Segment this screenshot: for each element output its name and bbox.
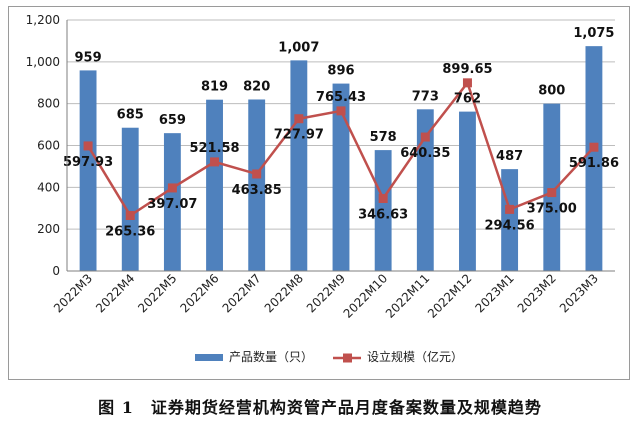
bar-value-label: 1,075 <box>573 26 614 41</box>
line-value-label: 463.85 <box>232 183 282 198</box>
x-tick-label: 2023M3 <box>557 271 601 315</box>
line-value-label: 899.65 <box>442 62 492 77</box>
legend-label-bar: 产品数量（只） <box>229 349 313 364</box>
bar-value-label: 1,007 <box>278 40 319 55</box>
line-marker <box>547 188 557 198</box>
bar-value-label: 762 <box>454 92 481 107</box>
x-tick-label: 2022M6 <box>177 271 221 315</box>
figure-caption: 图 1 证券期货经营机构资管产品月度备案数量及规模趋势 <box>98 398 542 417</box>
y-tick-label: 1,000 <box>26 55 60 69</box>
x-tick-label: 2022M4 <box>93 271 137 315</box>
bar-value-label: 819 <box>201 80 228 95</box>
legend-swatch-marker <box>343 353 352 363</box>
line-marker <box>83 141 93 151</box>
bar <box>163 133 181 271</box>
line-value-label: 765.43 <box>316 90 366 105</box>
x-tick-label: 2022M12 <box>425 271 475 321</box>
line-marker <box>420 132 430 142</box>
line-value-label: 294.56 <box>485 218 535 233</box>
line-marker <box>462 78 472 88</box>
x-tick-label: 2022M11 <box>383 271 433 321</box>
line-marker <box>505 204 515 214</box>
bar <box>416 109 434 271</box>
x-tick-label: 2023M1 <box>473 271 517 315</box>
line-value-label: 397.07 <box>147 197 197 212</box>
line-value-label: 597.93 <box>63 155 113 170</box>
bar <box>374 150 392 271</box>
bar <box>585 46 603 272</box>
bar <box>459 111 476 272</box>
legend-label-line: 设立规模（亿元） <box>367 349 463 364</box>
bar-value-label: 487 <box>496 149 523 164</box>
legend: 产品数量（只） 设立规模（亿元） <box>195 349 463 364</box>
data-labels: 959 685 659 819 820 1,007 896 578 773 762 487 800 1,… <box>63 26 619 239</box>
line-value-label: 265.36 <box>105 224 155 239</box>
bar <box>206 99 223 271</box>
y-tick-label: 1,200 <box>26 13 60 27</box>
line-marker <box>378 193 388 203</box>
line-marker <box>336 106 346 116</box>
y-tick-label: 400 <box>37 180 60 194</box>
legend-swatch-bar <box>195 354 223 361</box>
bar-value-label: 773 <box>412 89 439 104</box>
bar <box>543 103 561 272</box>
bar <box>290 60 308 271</box>
bar <box>332 83 350 271</box>
bar-value-label: 578 <box>370 130 397 145</box>
line-value-label: 346.63 <box>358 207 408 222</box>
x-tick-label: 2023M2 <box>515 271 559 315</box>
line-marker <box>589 142 599 152</box>
line-value-label: 591.86 <box>569 156 619 171</box>
y-tick-label: 800 <box>37 97 60 111</box>
line-marker <box>294 114 304 124</box>
combo-chart: 959 685 659 819 820 1,007 896 578 773 762 487 800 1,… <box>26 13 619 364</box>
bar-value-label: 959 <box>75 50 102 65</box>
x-tick-label: 2022M5 <box>135 271 179 315</box>
line-value-label: 375.00 <box>527 202 577 217</box>
x-tick-label: 2022M7 <box>220 271 264 315</box>
x-tick-label: 2022M10 <box>341 271 391 321</box>
bar <box>248 99 266 271</box>
chart-frame: 959 685 659 819 820 1,007 896 578 773 762 487 800 1,… <box>8 6 630 380</box>
bar-series <box>79 46 603 272</box>
bar-value-label: 800 <box>538 84 565 99</box>
line-marker <box>125 210 135 220</box>
line-value-label: 521.58 <box>189 141 239 156</box>
line-value-label: 640.35 <box>400 146 450 161</box>
bar-value-label: 820 <box>243 79 270 94</box>
x-tick-label: 2022M8 <box>262 271 306 315</box>
axes: 02004006008001,0001,2002022M32022M42022M… <box>26 13 615 321</box>
y-tick-label: 200 <box>37 222 60 236</box>
y-tick-label: 600 <box>37 139 60 153</box>
bar-value-label: 896 <box>327 64 354 79</box>
line-series <box>83 78 599 220</box>
line-marker <box>210 157 220 167</box>
bar <box>121 127 139 272</box>
line-value-label: 727.97 <box>274 128 324 143</box>
line-marker <box>252 169 262 179</box>
bar-value-label: 659 <box>159 113 186 128</box>
bar <box>79 70 97 271</box>
y-tick-label: 0 <box>52 264 60 278</box>
bar-value-label: 685 <box>117 108 144 123</box>
line-marker <box>167 183 177 193</box>
